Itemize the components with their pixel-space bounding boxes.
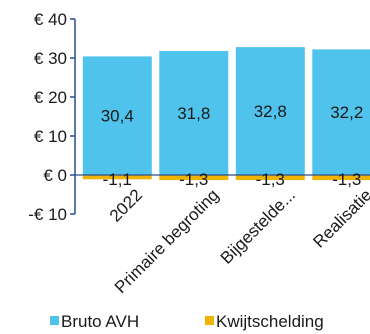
x-category-label: Bijgestelde... <box>217 185 299 267</box>
y-tick-label: € 20 <box>34 88 67 107</box>
data-label-bruto-avh: 32,8 <box>254 102 287 121</box>
y-tick-label: -€ 10 <box>28 205 67 224</box>
x-category-label: Realisatie <box>309 185 370 251</box>
legend: Bruto AVH Kwijtschelding <box>50 312 324 331</box>
bar-bruto-avh <box>235 47 305 175</box>
data-label-kwijtschelding: -1,3 <box>179 170 208 189</box>
legend-swatch <box>50 316 59 325</box>
x-category-label: 2022 <box>106 185 146 225</box>
bars-layer <box>82 47 370 181</box>
bar-kwijtschelding <box>82 175 152 180</box>
legend-swatch <box>205 316 214 325</box>
data-label-kwijtschelding: -1,3 <box>332 170 361 189</box>
y-tick-label: € 10 <box>34 127 67 146</box>
y-tick-label: € 30 <box>34 49 67 68</box>
data-label-kwijtschelding: -1,1 <box>103 170 132 189</box>
bar-kwijtschelding <box>159 175 229 181</box>
legend-label: Bruto AVH <box>61 312 139 331</box>
bar-kwijtschelding <box>312 175 370 181</box>
legend-label: Kwijtschelding <box>216 312 324 331</box>
legend-item-bruto-avh: Bruto AVH <box>50 312 139 331</box>
bar-bruto-avh <box>159 51 229 175</box>
bar-bruto-avh <box>82 56 152 175</box>
data-label-kwijtschelding: -1,3 <box>256 170 285 189</box>
legend-item-kwijtschelding: Kwijtschelding <box>205 312 324 331</box>
y-axis: € 40 € 30 € 20 € 10 € 0 -€ 10 <box>28 10 370 224</box>
data-label-bruto-avh: 32,2 <box>330 103 363 122</box>
data-label-bruto-avh: 31,8 <box>177 104 210 123</box>
y-tick-label: € 0 <box>43 166 67 185</box>
bar-kwijtschelding <box>235 175 305 181</box>
data-labels-layer: 30,4 31,8 32,8 32,2 -1,1 -1,3 -1,3 -1,3 <box>101 102 364 189</box>
data-label-bruto-avh: 30,4 <box>101 107 134 126</box>
bar-bruto-avh <box>312 49 370 175</box>
y-tick-label: € 40 <box>34 10 67 29</box>
